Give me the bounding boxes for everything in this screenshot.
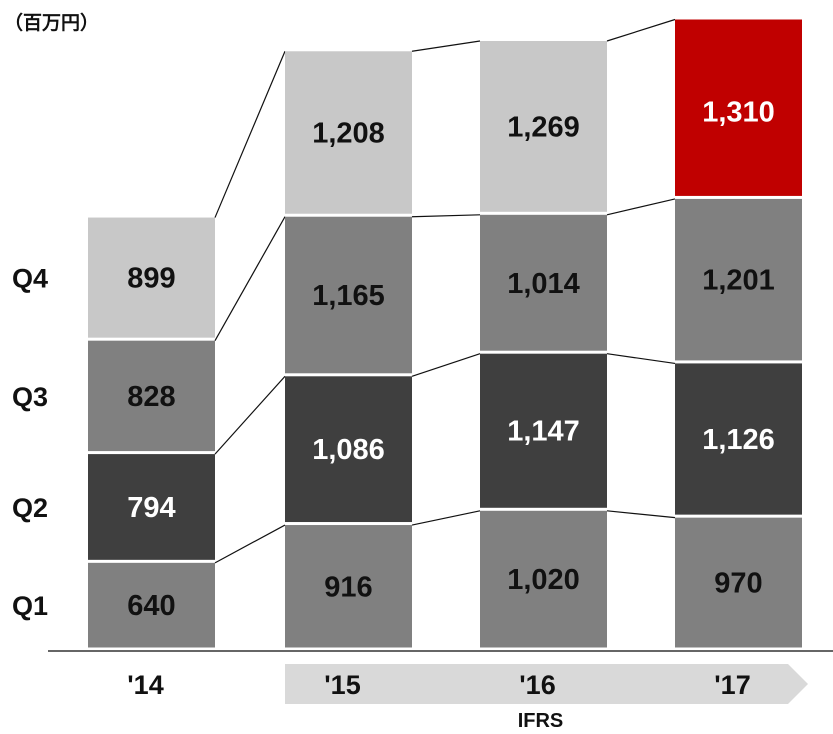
bar-q4-0 — [88, 217, 215, 338]
connector-q4-1 — [411, 40, 481, 52]
x-tick-label-2: '16 — [519, 670, 555, 700]
value-label-q2-1: 1,086 — [312, 434, 385, 466]
value-label-q1-0: 640 — [127, 590, 175, 622]
connector-q1-1 — [411, 510, 481, 526]
quarter-label-q4: Q4 — [12, 264, 48, 294]
value-label-q1-2: 1,020 — [507, 564, 580, 596]
value-label-q2-2: 1,147 — [507, 416, 580, 448]
x-tick-label-3: '17 — [714, 670, 750, 700]
x-tick-labels: '14 '15 '16 '17 — [127, 670, 750, 700]
ifrs-band: IFRS — [285, 664, 808, 732]
quarter-labels: Q1 Q2 Q3 Q4 — [12, 264, 48, 622]
value-label-q3-2: 1,014 — [507, 268, 580, 300]
value-label-q4-0: 899 — [127, 263, 175, 295]
ifrs-band-arrow — [285, 664, 808, 704]
bar-q1-1 — [285, 525, 412, 648]
connector-q1-0 — [214, 524, 286, 564]
bar-q4-1 — [285, 51, 412, 214]
bar-q2-3 — [675, 363, 802, 515]
value-label-q3-3: 1,201 — [702, 265, 775, 297]
value-label-q2-3: 1,126 — [702, 424, 775, 456]
value-label-q1-3: 970 — [714, 568, 762, 600]
ifrs-label: IFRS — [518, 710, 564, 732]
connector-q4-0 — [214, 51, 286, 218]
value-label-q3-0: 828 — [127, 381, 175, 413]
x-tick-label-0: '14 — [127, 670, 163, 700]
bar-q1-3 — [675, 517, 802, 648]
quarter-label-q2: Q2 — [12, 493, 48, 523]
connector-lines — [214, 18, 676, 564]
quarter-label-q3: Q3 — [12, 382, 48, 412]
connector-q2-1 — [411, 353, 481, 377]
unit-label: （百万円） — [4, 11, 99, 34]
bar-q2-0 — [88, 454, 215, 560]
bar-q4-2 — [480, 41, 607, 212]
value-label-q4-1: 1,208 — [312, 118, 385, 150]
connector-q1-2 — [606, 510, 676, 519]
value-label-q1-1: 916 — [324, 571, 372, 603]
connector-q4-2 — [606, 18, 676, 42]
connector-q2-2 — [606, 353, 676, 365]
value-label-q4-3: 1,310 — [702, 97, 775, 129]
bar-segments — [88, 19, 802, 648]
bar-q2-2 — [480, 353, 607, 508]
bar-q1-0 — [88, 562, 215, 648]
bar-q3-0 — [88, 340, 215, 452]
bar-q2-1 — [285, 376, 412, 523]
bar-q3-1 — [285, 216, 412, 374]
connector-q2-0 — [214, 375, 286, 455]
connector-q3-1 — [411, 214, 481, 218]
bar-q3-3 — [675, 198, 802, 361]
value-label-q4-2: 1,269 — [507, 111, 580, 143]
value-label-q3-1: 1,165 — [312, 280, 385, 312]
bar-q1-2 — [480, 510, 607, 648]
connector-q3-2 — [606, 198, 676, 216]
connector-q3-0 — [214, 216, 286, 341]
bar-q3-2 — [480, 214, 607, 351]
segment-value-labels: 640 794 828 899 916 1,086 1,165 1,208 1,020 1,147… — [127, 97, 774, 622]
quarter-label-q1: Q1 — [12, 591, 48, 621]
bar-q4-3 — [675, 19, 802, 196]
x-tick-label-1: '15 — [324, 670, 360, 700]
value-label-q2-0: 794 — [127, 492, 175, 524]
